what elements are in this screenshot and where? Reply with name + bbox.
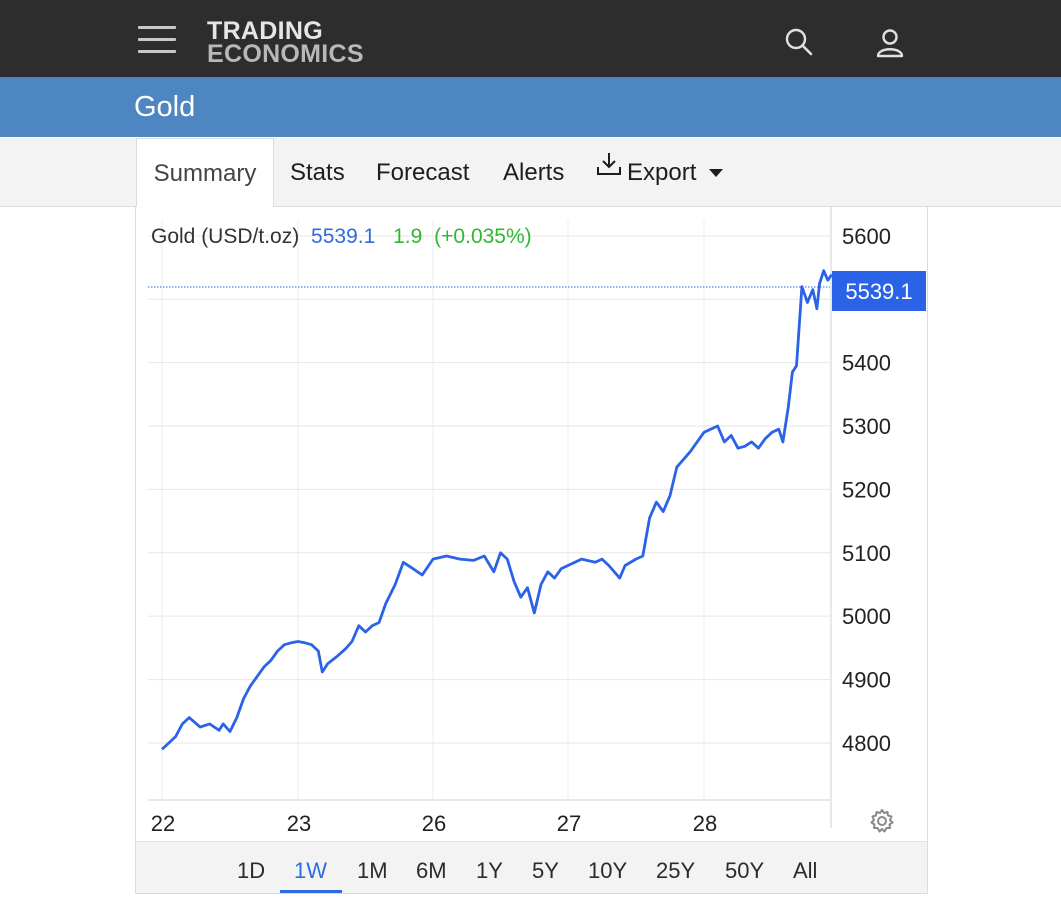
- logo-line2: ECONOMICS: [207, 40, 364, 68]
- chart-panel: [135, 207, 928, 894]
- tab-stats[interactable]: Stats: [290, 159, 345, 186]
- range-button-1d[interactable]: 1D: [237, 858, 266, 883]
- tab-forecast[interactable]: Forecast: [376, 159, 470, 186]
- range-button-5y[interactable]: 5Y: [532, 858, 559, 883]
- caret-down-icon: [709, 136, 724, 205]
- range-button-6m[interactable]: 6M: [416, 858, 447, 883]
- range-button-1y[interactable]: 1Y: [476, 858, 503, 883]
- export-label: Export: [627, 159, 697, 186]
- title-bar: Gold: [0, 77, 1061, 137]
- range-button-all[interactable]: All: [793, 858, 818, 883]
- active-range-underline: [280, 890, 342, 893]
- page-title: Gold: [134, 91, 196, 123]
- logo-line1: TRADING: [207, 17, 323, 45]
- user-icon[interactable]: [873, 26, 907, 60]
- range-selector: [135, 841, 928, 894]
- tab-bar: Summary Stats Forecast Alerts Export: [0, 136, 1061, 208]
- hamburger-icon[interactable]: [138, 26, 176, 58]
- logo[interactable]: TRADING ECONOMICS: [207, 17, 364, 68]
- download-icon: [595, 136, 623, 205]
- range-button-1m[interactable]: 1M: [357, 858, 388, 883]
- tab-summary[interactable]: Summary: [136, 138, 274, 208]
- gear-icon[interactable]: [868, 807, 896, 835]
- tab-alerts[interactable]: Alerts: [503, 159, 565, 186]
- range-button-50y[interactable]: 50Y: [725, 858, 765, 883]
- range-button-1w[interactable]: 1W: [294, 858, 327, 883]
- top-navbar: TRADING ECONOMICS: [0, 0, 1061, 77]
- range-button-10y[interactable]: 10Y: [588, 858, 628, 883]
- search-icon[interactable]: [783, 26, 817, 60]
- tab-export[interactable]: Export: [595, 136, 724, 207]
- range-button-25y[interactable]: 25Y: [656, 858, 696, 883]
